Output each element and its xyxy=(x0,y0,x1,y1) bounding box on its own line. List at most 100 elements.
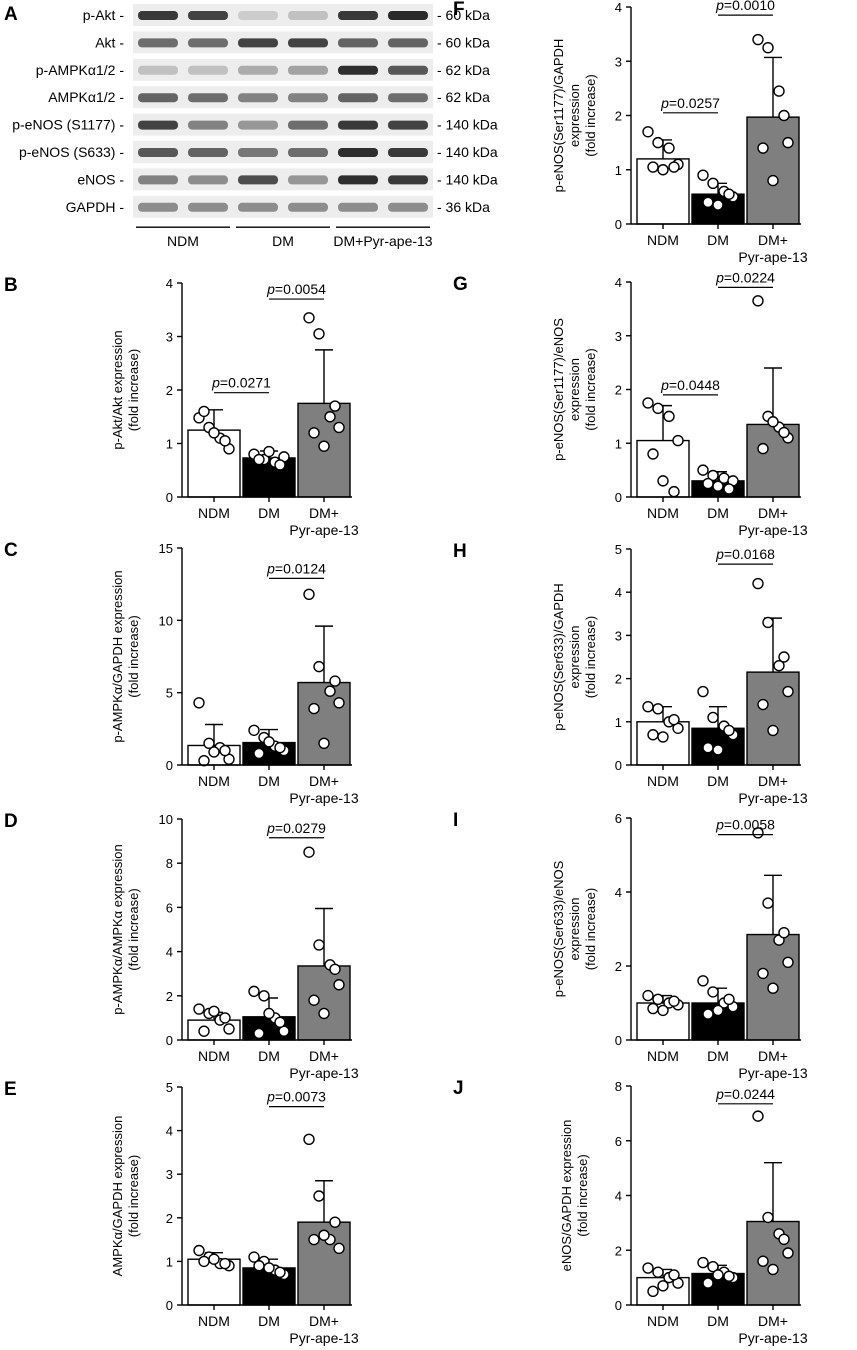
category-label: DM+ xyxy=(758,505,788,521)
data-point xyxy=(697,685,709,698)
y-tick-label: 0 xyxy=(615,1298,622,1313)
data-point xyxy=(324,411,336,423)
data-point xyxy=(778,109,790,122)
data-point xyxy=(707,1260,719,1273)
data-point xyxy=(333,697,345,709)
blot-size-label: - 62 kDa xyxy=(437,89,490,105)
category-label: Pyr-ape-13 xyxy=(738,790,807,806)
chart-panel-j: J 0 2 4 6 8 NDM DM DM+Pyr-ape-13 eNOS/GAPDH expre… xyxy=(453,1078,808,1346)
data-point xyxy=(642,989,654,1002)
y-tick-label: 2 xyxy=(615,1243,622,1258)
panel-letter: J xyxy=(453,1078,464,1099)
data-point xyxy=(198,405,210,418)
data-point xyxy=(773,85,785,97)
category-label: Pyr-ape-13 xyxy=(289,790,358,806)
data-point xyxy=(308,702,320,715)
chart-panel-e: E 0 1 2 3 4 5 NDM DM DM+Pyr-ape-13 AMPKα/GAPDH exp… xyxy=(4,1079,359,1346)
data-point xyxy=(697,1256,709,1269)
bar-3 xyxy=(297,965,351,1041)
y-tick-label: 3 xyxy=(615,329,622,344)
data-point xyxy=(248,724,260,736)
bar-3 xyxy=(746,671,800,766)
y-tick-label: 4 xyxy=(615,585,622,600)
data-point xyxy=(329,963,341,975)
y-tick-label: 10 xyxy=(159,613,173,628)
category-label: DM xyxy=(707,505,729,521)
data-point xyxy=(707,986,719,998)
category-label: DM xyxy=(258,1313,280,1329)
y-axis-label: expression xyxy=(567,358,582,421)
p-value: =0.0271 xyxy=(220,375,271,391)
chart-panel-d: D 0 2 4 6 8 10 NDM DM DM+Pyr-ape-13 p-AMPKα/AMPKα … xyxy=(4,811,359,1081)
data-point xyxy=(303,588,315,600)
data-point xyxy=(668,485,680,498)
p-value: =0.0124 xyxy=(275,560,326,576)
data-point xyxy=(647,1002,659,1015)
blot-band xyxy=(338,65,378,75)
y-tick-label: 3 xyxy=(166,1167,173,1182)
data-point xyxy=(313,660,325,673)
blot-band xyxy=(138,175,178,185)
chart-panel-b: B 0 1 2 3 4 NDM DM DM+Pyr-ape-13 p-Akt/Akt expres… xyxy=(4,275,359,538)
data-point xyxy=(642,700,654,713)
category-label: DM xyxy=(707,773,729,789)
data-point xyxy=(193,1244,205,1257)
data-point xyxy=(652,1266,664,1278)
data-point xyxy=(702,477,714,490)
data-point xyxy=(652,402,664,415)
data-point xyxy=(219,1012,231,1024)
blot-band xyxy=(288,148,328,157)
blot-band xyxy=(238,65,278,75)
y-tick-label: 15 xyxy=(159,541,173,556)
data-point xyxy=(723,724,735,737)
y-tick-label: 4 xyxy=(615,275,622,290)
y-axis-label: (fold increase) xyxy=(575,1154,590,1236)
y-tick-label: 0 xyxy=(166,1033,173,1048)
data-point xyxy=(702,196,714,209)
chart-panel-g: G 0 1 2 3 4 NDM DM DM+Pyr-ape-13 p-eNOS(Ser1177)/… xyxy=(453,269,808,538)
data-point xyxy=(767,416,779,428)
p-value-label: p=0.0054 xyxy=(266,281,326,297)
data-point xyxy=(762,616,774,629)
blot-strip xyxy=(133,58,433,81)
bar-3 xyxy=(297,681,351,766)
blot-row-label: AMPKα1/2 - xyxy=(48,89,124,105)
y-tick-label: 2 xyxy=(615,959,622,974)
y-tick-label: 2 xyxy=(615,672,622,687)
blot-size-label: - 60 kDa xyxy=(437,7,490,23)
data-point xyxy=(308,1233,320,1246)
panel-letter-a: A xyxy=(4,4,18,25)
y-tick-label: 1 xyxy=(615,715,622,730)
data-point xyxy=(333,979,345,991)
data-point xyxy=(219,744,231,757)
data-point xyxy=(707,711,719,724)
data-point xyxy=(723,993,735,1005)
blot-band xyxy=(188,65,228,75)
y-tick-label: 0 xyxy=(615,490,622,505)
data-point xyxy=(258,990,270,1002)
category-label: NDM xyxy=(647,1048,679,1064)
category-label: NDM xyxy=(647,1313,679,1329)
y-axis-label: expression xyxy=(567,898,582,961)
y-tick-label: 5 xyxy=(166,1080,173,1095)
blot-band xyxy=(188,202,228,212)
category-label: DM+ xyxy=(309,505,339,521)
data-point xyxy=(253,1027,265,1040)
data-point xyxy=(333,1242,345,1255)
p-symbol: p xyxy=(266,1089,275,1105)
data-point xyxy=(652,136,664,149)
data-point xyxy=(318,1007,330,1020)
data-point xyxy=(668,713,680,726)
data-point xyxy=(313,1190,325,1202)
data-point xyxy=(762,1211,774,1224)
blot-band xyxy=(288,202,328,212)
blot-row-label: GAPDH - xyxy=(66,199,125,215)
bar-3 xyxy=(746,1220,800,1306)
blot-band xyxy=(138,148,178,157)
category-label: NDM xyxy=(198,773,230,789)
panel-letter: E xyxy=(4,1079,17,1100)
y-tick-label: 5 xyxy=(166,686,173,701)
blot-band xyxy=(388,148,428,157)
category-label: DM xyxy=(707,232,729,248)
data-point xyxy=(757,142,769,154)
